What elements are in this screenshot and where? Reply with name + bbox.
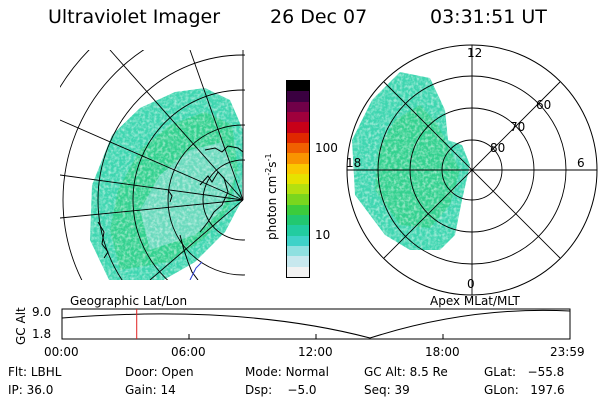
mlt-label-18: 18 [346,156,362,170]
colorbar-tick-100: 100 [315,141,338,155]
alt-plot-ylabel: GC Alt [14,307,28,345]
colorbar-segment [287,101,309,112]
colorbar-segment [287,215,309,226]
apex-polar-map [347,45,597,295]
colorbar-segment [287,266,309,277]
geographic-caption: Geographic Lat/Lon [70,294,188,308]
glat-info: GLat: −55.8 [484,365,565,379]
colorbar-segment [287,256,309,267]
altitude-curve [61,309,571,339]
terminator-line [189,261,203,280]
time-tick-0000: 00:00 [44,345,79,359]
coastline [97,145,244,280]
date-label: 26 Dec 07 [270,6,368,28]
alt-plot-ticks [61,334,571,339]
colorbar-segment [287,122,309,133]
noise-overlay [60,50,245,280]
filter-info: Flt: LBHL [8,365,62,379]
colorbar-label: photon cm-2s-1 [264,153,279,240]
colorbar-tick-10: 10 [315,228,331,242]
colorbar-segment [287,81,309,92]
colorbar-segment [287,142,309,154]
colorbar-segment [287,194,309,205]
time-tick-0600: 06:00 [171,345,206,359]
lon-grid [60,50,244,280]
geographic-map [60,50,245,280]
dsp-info: Dsp: −5.0 [245,383,317,397]
mlt-label-6: 6 [577,156,585,170]
ip-info: IP: 36.0 [8,383,54,397]
mlat-label-80: 80 [490,141,506,155]
colorbar-segment [287,111,309,123]
colorbar [286,80,310,278]
colorbar-segment [287,246,309,257]
mlt-label-0: 0 [467,277,475,291]
instrument-title: Ultraviolet Imager [48,6,221,28]
time-label: 03:31:51 UT [430,6,547,28]
polar-outline [346,44,598,296]
mlat-label-60: 60 [536,98,552,112]
apex-caption: Apex MLat/MLT [430,294,520,308]
mlt-grid [347,45,597,295]
colorbar-segment [287,91,309,102]
time-tick-1800: 18:00 [425,345,460,359]
mode-info: Mode: Normal [245,365,329,379]
time-tick-2359: 23:59 [550,345,585,359]
mlt-label-12: 12 [467,46,483,60]
colorbar-segment [287,132,309,143]
time-tick-1200: 12:00 [298,345,333,359]
alt-tick-high: 9.0 [32,305,52,319]
alt-tick-low: 1.8 [32,327,52,341]
gain-info: Gain: 14 [125,383,176,397]
gc-alt-info: GC Alt: 8.5 Re [364,365,448,379]
colorbar-segment [287,184,309,195]
mlat-label-70: 70 [510,120,526,134]
seq-info: Seq: 39 [364,383,410,397]
door-info: Door: Open [125,365,194,379]
glon-info: GLon: 197.6 [484,383,565,397]
colorbar-segment [287,235,309,246]
colorbar-segment [287,163,309,174]
colorbar-segment [287,204,309,216]
colorbar-segment [287,173,309,185]
colorbar-segment [287,153,309,164]
colorbar-segment [287,225,309,236]
